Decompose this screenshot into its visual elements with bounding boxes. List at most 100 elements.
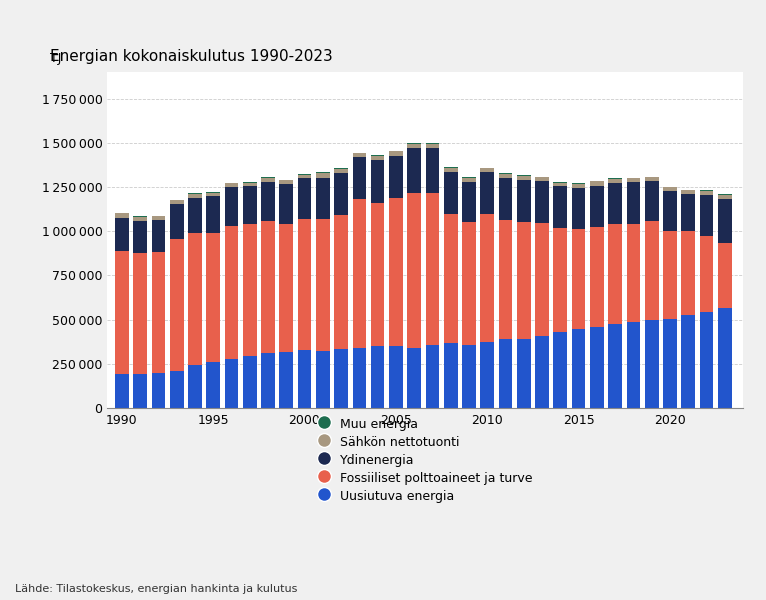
Bar	[590, 181, 604, 186]
Bar	[699, 312, 713, 408]
Bar	[298, 175, 312, 178]
Bar	[682, 190, 695, 194]
Bar	[608, 224, 622, 324]
Bar	[645, 320, 659, 408]
Bar	[115, 251, 129, 374]
Bar	[352, 157, 366, 199]
Bar	[480, 341, 494, 408]
Bar	[554, 182, 567, 187]
Bar	[243, 224, 257, 356]
Bar	[517, 340, 531, 408]
Bar	[152, 253, 165, 373]
Bar	[408, 144, 421, 148]
Bar	[224, 359, 238, 408]
Bar	[608, 183, 622, 224]
Bar	[480, 214, 494, 341]
Bar	[170, 239, 184, 371]
Bar	[352, 152, 366, 154]
Bar	[554, 332, 567, 408]
Bar	[499, 173, 512, 178]
Text: TJ: TJ	[50, 52, 61, 65]
Bar	[554, 187, 567, 227]
Bar	[718, 195, 732, 199]
Bar	[682, 314, 695, 408]
Bar	[718, 194, 732, 195]
Bar	[462, 223, 476, 345]
Bar	[371, 156, 385, 160]
Bar	[334, 169, 348, 173]
Bar	[261, 353, 275, 408]
Bar	[316, 178, 329, 219]
Bar	[152, 220, 165, 253]
Bar	[408, 347, 421, 408]
Bar	[444, 168, 457, 172]
Bar	[645, 181, 659, 221]
Bar	[334, 173, 348, 215]
Bar	[663, 319, 677, 408]
Bar	[371, 155, 385, 156]
Bar	[571, 329, 585, 408]
Bar	[663, 230, 677, 319]
Bar	[206, 193, 220, 196]
Bar	[608, 324, 622, 408]
Bar	[133, 374, 147, 408]
Bar	[462, 182, 476, 223]
Bar	[224, 183, 238, 184]
Bar	[718, 199, 732, 242]
Bar	[699, 236, 713, 312]
Bar	[224, 184, 238, 187]
Bar	[352, 199, 366, 348]
Bar	[188, 193, 201, 194]
Bar	[352, 154, 366, 157]
Text: Lähde: Tilastokeskus, energian hankinta ja kulutus: Lähde: Tilastokeskus, energian hankinta …	[15, 584, 298, 594]
Bar	[261, 178, 275, 182]
Bar	[371, 346, 385, 408]
Bar	[188, 365, 201, 408]
Bar	[280, 352, 293, 408]
Bar	[426, 143, 439, 148]
Bar	[645, 177, 659, 181]
Bar	[699, 195, 713, 236]
Bar	[316, 173, 329, 178]
Bar	[462, 345, 476, 408]
Bar	[115, 212, 129, 214]
Bar	[334, 168, 348, 169]
Bar	[152, 373, 165, 408]
Bar	[444, 214, 457, 343]
Bar	[718, 308, 732, 408]
Bar	[280, 180, 293, 184]
Bar	[480, 172, 494, 214]
Bar	[627, 182, 640, 224]
Bar	[334, 215, 348, 349]
Bar	[627, 224, 640, 322]
Bar	[480, 167, 494, 169]
Bar	[298, 178, 312, 219]
Bar	[298, 174, 312, 175]
Bar	[188, 233, 201, 365]
Bar	[663, 187, 677, 191]
Bar	[462, 178, 476, 182]
Bar	[517, 179, 531, 222]
Bar	[408, 148, 421, 193]
Bar	[206, 192, 220, 193]
Bar	[499, 220, 512, 339]
Bar	[608, 178, 622, 179]
Bar	[535, 177, 549, 181]
Bar	[115, 374, 129, 408]
Bar	[535, 181, 549, 223]
Bar	[224, 187, 238, 226]
Bar	[316, 350, 329, 408]
Bar	[571, 188, 585, 229]
Bar	[499, 339, 512, 408]
Text: Energian kokonaiskulutus 1990-2023: Energian kokonaiskulutus 1990-2023	[50, 49, 332, 64]
Bar	[517, 175, 531, 176]
Bar	[408, 193, 421, 347]
Bar	[535, 337, 549, 408]
Bar	[480, 169, 494, 172]
Bar	[627, 322, 640, 408]
Bar	[645, 176, 659, 177]
Bar	[444, 343, 457, 408]
Bar	[444, 167, 457, 168]
Bar	[206, 362, 220, 408]
Bar	[499, 178, 512, 220]
